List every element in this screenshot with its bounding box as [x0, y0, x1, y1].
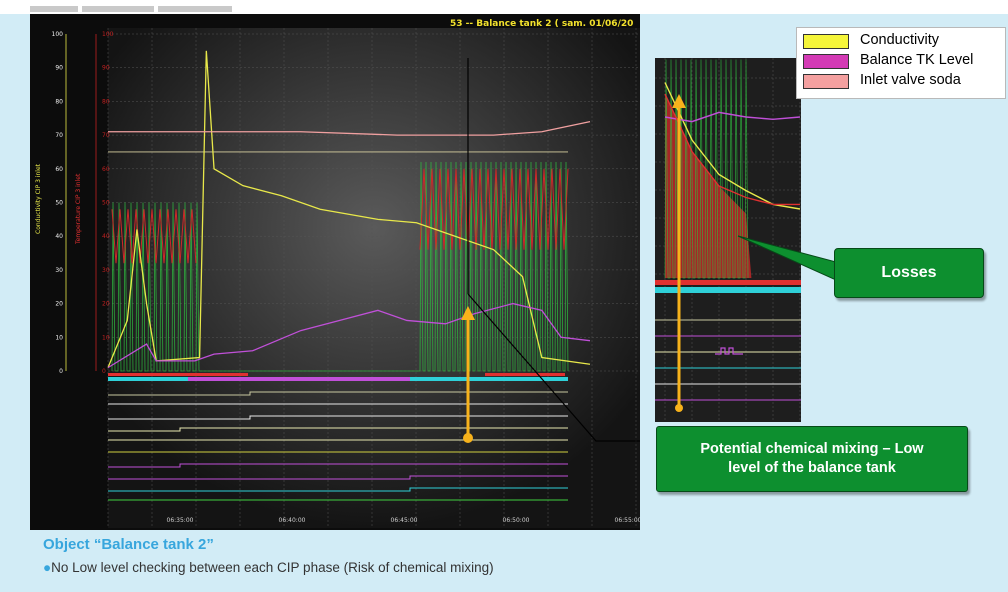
step-lane [108, 427, 568, 432]
legend-swatch-inlet-valve [803, 74, 849, 89]
top-menu-strip [0, 0, 1008, 14]
legend-swatch-balance-level [803, 54, 849, 69]
series-line-balance-tk-level [107, 302, 591, 369]
zoom-pulse-lane [715, 347, 743, 355]
y-tick-label-right: 0 [102, 368, 106, 375]
main-trend-chart: 0 0 10 10 20 20 30 30 40 40 50 50 60 60 70 70 80 80 90 90 10… [30, 14, 754, 530]
band-cyan [410, 377, 568, 381]
y-axis-label-right: Temperature CIP 3 inlet [75, 173, 82, 245]
y-tick-label-right: 40 [102, 233, 110, 240]
series-line-conductivity [107, 50, 591, 368]
band-magenta [188, 377, 410, 381]
mixing-callout-line1: Potential chemical mixing – Low [700, 441, 924, 457]
y-tick-label: 20 [55, 301, 63, 308]
legend-label-inlet-valve: Inlet valve soda [860, 72, 961, 88]
zoom-trend-chart [655, 58, 801, 422]
zoom-series-inlet-valve-soda [664, 93, 800, 206]
y-tick-label-right: 70 [102, 132, 110, 139]
y-tick-label: 30 [55, 267, 63, 274]
x-tick-label: 06:45:00 [391, 517, 418, 524]
step-lane [108, 415, 568, 420]
y-tick-label: 10 [55, 334, 63, 341]
zoom-series-group [664, 59, 801, 279]
series-group [107, 50, 591, 372]
y-tick-label-right: 30 [102, 267, 110, 274]
leader-line [467, 293, 656, 442]
object-bullet: ●No Low level checking between each CIP … [43, 560, 494, 575]
y-tick-label: 60 [55, 166, 63, 173]
step-lane [108, 475, 568, 480]
y-tick-label-right: 100 [102, 31, 114, 38]
zoom-series-balance-tk-level [664, 111, 801, 123]
zoom-chart-svg [655, 58, 801, 422]
step-lane [108, 487, 568, 492]
y-tick-label: 100 [52, 31, 64, 38]
y-tick-label: 40 [55, 233, 63, 240]
y-tick-label: 90 [55, 65, 63, 72]
zoom-status-bands [655, 280, 801, 401]
chart-title: 53 -- Balance tank 2 ( sam. 01/06/20 [450, 19, 634, 29]
x-tick-label: 06:50:00 [503, 517, 530, 524]
legend-label-balance-level: Balance TK Level [860, 52, 974, 68]
main-chart-svg: 0 0 10 10 20 20 30 30 40 40 50 50 60 60 70 70 80 80 90 90 10… [35, 28, 754, 528]
zoom-band-cyan [655, 287, 801, 293]
step-lane [108, 463, 568, 468]
step-lane [108, 391, 568, 396]
y-tick-label-right: 20 [102, 301, 110, 308]
x-tick-label: 06:55:00 [615, 517, 640, 524]
mixing-callout: Potential chemical mixing – Low level of… [656, 426, 968, 492]
legend-swatch-conductivity [803, 34, 849, 49]
status-bands [108, 373, 568, 501]
y-axis-ticks: 0 0 10 10 20 20 30 30 40 40 50 50 60 60 70 70 80 80 90 90 10… [52, 31, 114, 375]
object-bullet-text: No Low level checking between each CIP p… [51, 560, 494, 575]
grid-lines [107, 28, 640, 528]
y-tick-label-right: 60 [102, 166, 110, 173]
x-tick-label: 06:40:00 [279, 517, 306, 524]
legend-label-conductivity: Conductivity [860, 32, 939, 48]
y-tick-label-right: 80 [102, 98, 110, 105]
y-axis-label-left: Conductivity CIP 3 inlet [35, 163, 42, 234]
y-tick-label: 80 [55, 98, 63, 105]
zoom-band-red [655, 280, 801, 285]
mixing-callout-line2: level of the balance tank [728, 460, 896, 476]
bullet-dot-icon: ● [43, 560, 52, 575]
arrow-base-dot [463, 433, 473, 443]
legend: Conductivity Balance TK Level Inlet valv… [796, 27, 1006, 99]
series-red-osc [419, 168, 569, 250]
zoom-series-conductivity [664, 82, 801, 210]
band-red [485, 373, 565, 376]
x-tick-label: 06:35:00 [167, 517, 194, 524]
annotation-overlay [461, 58, 656, 443]
zoom-red-area [665, 94, 752, 278]
y-tick-label-right: 50 [102, 200, 110, 207]
object-title: Object “Balance tank 2” [43, 536, 214, 553]
y-tick-label-right: 10 [102, 334, 110, 341]
band-red [108, 373, 188, 376]
y-tick-label: 50 [55, 200, 63, 207]
y-tick-label: 70 [55, 132, 63, 139]
series-line-inlet-valve-soda [108, 120, 591, 136]
losses-callout: Losses [834, 248, 984, 298]
y-tick-label-right: 90 [102, 65, 110, 72]
band-cyan [108, 377, 188, 381]
series-red-osc [111, 209, 197, 264]
y-tick-label: 0 [59, 368, 63, 375]
arrow-head [461, 306, 475, 320]
band-red [188, 373, 248, 376]
